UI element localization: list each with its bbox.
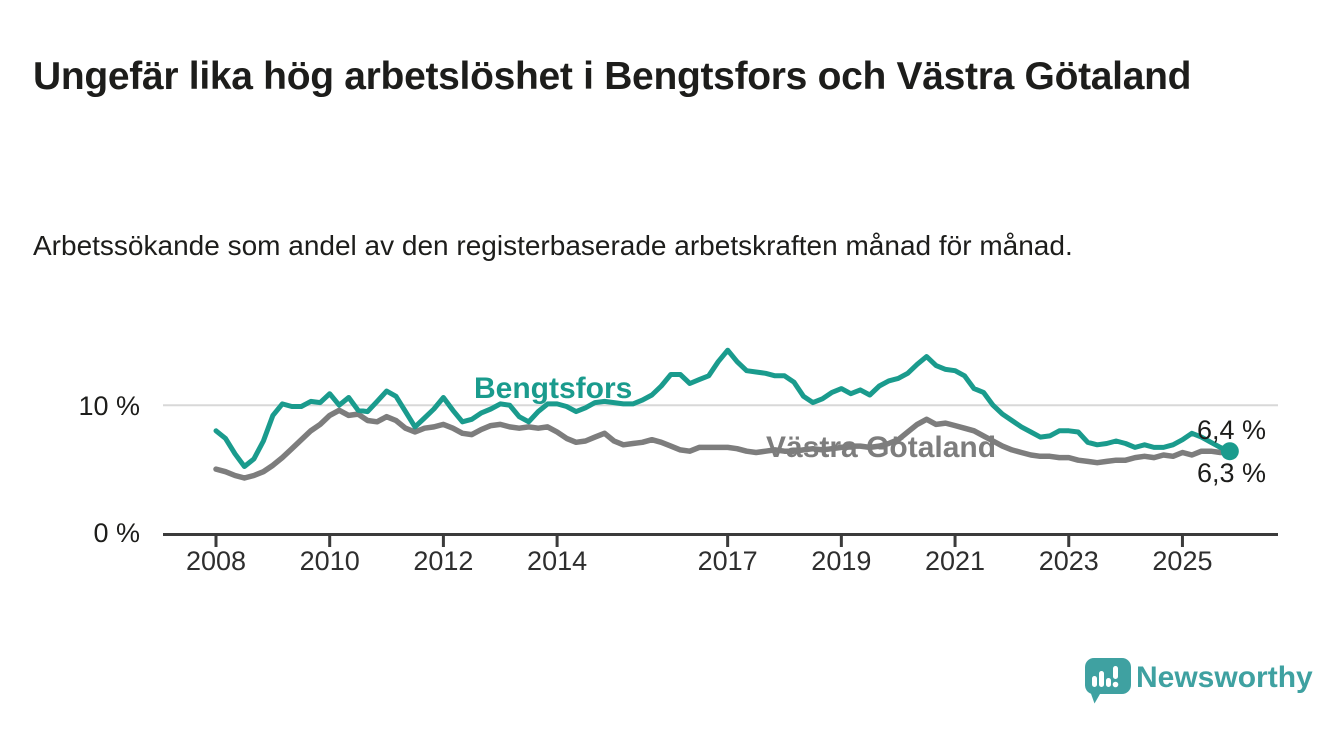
series-line-bengtsfors — [213, 347, 1233, 469]
x-tick-label-2025: 2025 — [1152, 546, 1212, 576]
x-tick-label-2021: 2021 — [925, 546, 985, 576]
x-tick-label-2019: 2019 — [811, 546, 871, 576]
end-value-label-bengtsfors: 6,4 % — [1197, 415, 1267, 445]
y-axis-tick-label-0: 0 % — [93, 518, 140, 548]
x-tick-label-2023: 2023 — [1039, 546, 1099, 576]
series-label-vastra-gotaland: Västra Götaland — [766, 431, 997, 464]
x-tick-label-2010: 2010 — [300, 546, 360, 576]
series-line-vastra-gotaland — [213, 407, 1233, 481]
x-tick-label-2014: 2014 — [527, 546, 587, 576]
bar-chart-speech-bubble-icon — [1085, 658, 1131, 704]
x-tick-label-2017: 2017 — [698, 546, 758, 576]
series-label-bengtsfors: Bengtsfors — [474, 372, 633, 405]
y-axis-tick-label-10: 10 % — [78, 391, 140, 421]
series-end-dot-bengtsfors — [1220, 442, 1239, 461]
brand-name: Newsworthy — [1136, 661, 1313, 694]
end-value-label-vastra-gotaland: 6,3 % — [1197, 458, 1267, 488]
chart-subtitle: Arbetssökande som andel av den registerb… — [33, 230, 1073, 261]
x-tick-label-2008: 2008 — [186, 546, 246, 576]
chart-title: Ungefär lika hög arbetslöshet i Bengtsfo… — [33, 55, 1192, 99]
x-tick-label-2012: 2012 — [413, 546, 473, 576]
